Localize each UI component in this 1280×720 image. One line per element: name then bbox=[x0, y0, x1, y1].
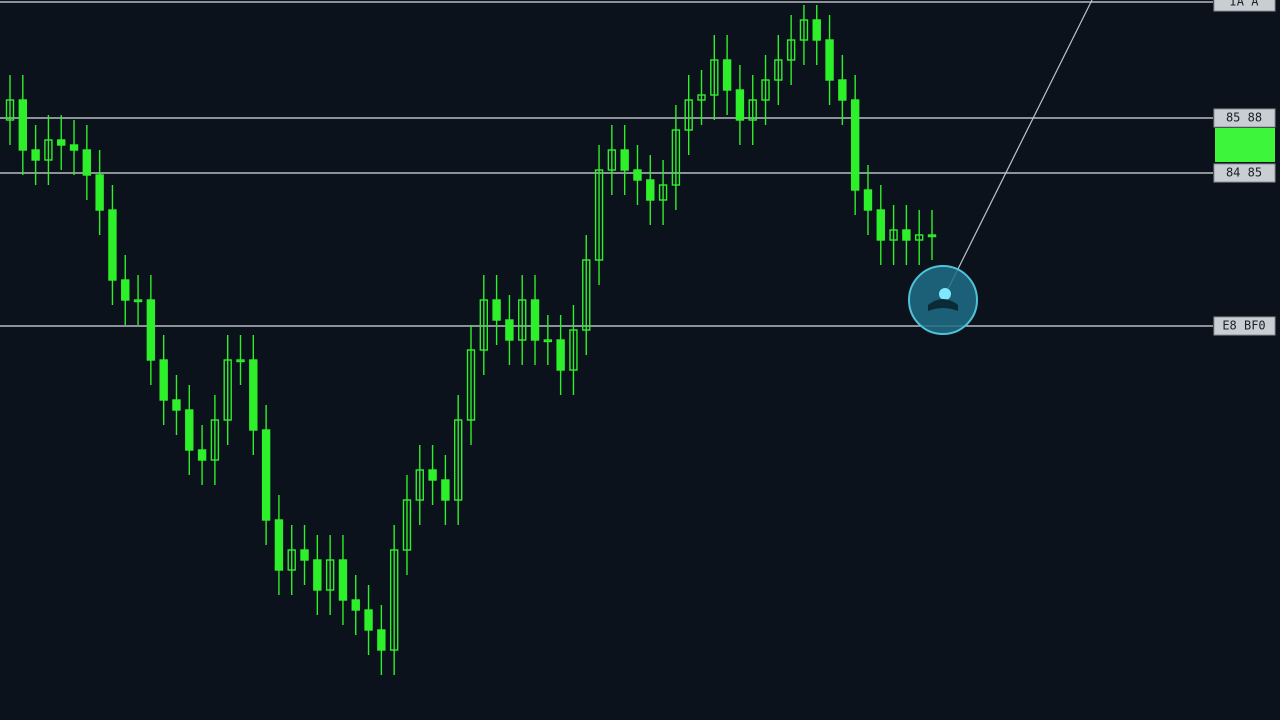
candle-body bbox=[710, 59, 719, 96]
level-label: 84 85 bbox=[1226, 166, 1262, 180]
candle-body bbox=[313, 559, 322, 591]
candle-body bbox=[44, 139, 53, 161]
level-label: E8 BF0 bbox=[1222, 319, 1265, 333]
candle-body bbox=[146, 299, 156, 361]
candle-body bbox=[121, 279, 130, 301]
level-label: 85 88 bbox=[1226, 111, 1262, 125]
candle-body bbox=[223, 359, 232, 421]
candle-body bbox=[505, 319, 514, 341]
candle-body bbox=[69, 144, 79, 151]
candle-body bbox=[658, 184, 668, 201]
candle-body bbox=[735, 89, 745, 121]
handle-dot bbox=[939, 288, 951, 300]
price-levels: IA A 85 88 84 85 E8 BF0 bbox=[0, 0, 1276, 336]
candle-body bbox=[133, 299, 143, 303]
candle-body bbox=[863, 189, 873, 211]
candle-body bbox=[57, 139, 66, 146]
level-label-box bbox=[1213, 163, 1276, 183]
candle-body bbox=[197, 449, 207, 461]
candle-body bbox=[210, 419, 220, 461]
candle-body bbox=[479, 299, 489, 351]
level-label-box bbox=[1213, 0, 1276, 12]
candle-body bbox=[415, 469, 424, 501]
candle-body bbox=[850, 99, 860, 191]
candle-body bbox=[18, 99, 28, 151]
candle-body bbox=[31, 149, 40, 161]
candle-body bbox=[889, 229, 898, 241]
candle-body bbox=[594, 169, 604, 261]
candle-body bbox=[261, 429, 271, 521]
price-highlight bbox=[1215, 128, 1275, 162]
candle-body bbox=[876, 209, 885, 241]
candle-body bbox=[441, 479, 450, 501]
candle-body bbox=[927, 234, 937, 238]
candle-body bbox=[569, 329, 578, 371]
candle-body bbox=[633, 169, 642, 181]
candle-body bbox=[5, 99, 15, 121]
candle-body bbox=[325, 559, 335, 591]
candle-body bbox=[492, 299, 501, 321]
candle-body bbox=[428, 469, 437, 481]
candle-body bbox=[108, 209, 117, 281]
candle-body bbox=[236, 359, 245, 363]
candle-body bbox=[402, 499, 412, 551]
candles bbox=[5, 5, 937, 675]
level-label-box bbox=[1213, 108, 1276, 128]
candle-body bbox=[761, 79, 770, 101]
candle-body bbox=[351, 599, 360, 611]
candle-body bbox=[748, 99, 757, 121]
candle-body bbox=[556, 339, 565, 371]
candle-body bbox=[249, 359, 258, 431]
candle-body bbox=[684, 99, 693, 131]
candle-body bbox=[914, 234, 924, 241]
candle-body bbox=[582, 259, 591, 331]
level-label: IA A bbox=[1230, 0, 1260, 9]
candle-body bbox=[389, 549, 399, 651]
candle-body bbox=[774, 59, 783, 81]
candle-body bbox=[338, 559, 348, 601]
candle-body bbox=[812, 19, 821, 41]
candle-body bbox=[453, 419, 463, 501]
candle-body bbox=[159, 359, 168, 401]
candle-body bbox=[607, 149, 617, 171]
candle-body bbox=[646, 179, 655, 201]
candle-body bbox=[543, 339, 553, 343]
candle-body bbox=[82, 149, 92, 176]
candle-body bbox=[185, 409, 194, 451]
candle-body bbox=[838, 79, 847, 101]
candle-body bbox=[697, 94, 706, 101]
candle-body bbox=[799, 19, 809, 41]
candle-body bbox=[274, 519, 284, 571]
handle-icon bbox=[928, 299, 958, 311]
level-label-box bbox=[1213, 316, 1276, 336]
trend-line bbox=[944, 0, 1093, 296]
candle-body bbox=[902, 229, 911, 241]
candle-body bbox=[518, 299, 527, 341]
candle-body bbox=[530, 299, 540, 341]
candle-body bbox=[287, 549, 296, 571]
candle-body bbox=[722, 59, 732, 91]
candle-body bbox=[377, 629, 386, 651]
candle-body bbox=[786, 39, 796, 61]
candle-body bbox=[671, 129, 681, 186]
candle-body bbox=[300, 549, 309, 561]
candle-body bbox=[620, 149, 629, 171]
candle-body bbox=[364, 609, 373, 631]
candle-body bbox=[825, 39, 834, 81]
candle-body bbox=[172, 399, 181, 411]
candle-body bbox=[95, 174, 104, 211]
candle-body bbox=[466, 349, 476, 421]
